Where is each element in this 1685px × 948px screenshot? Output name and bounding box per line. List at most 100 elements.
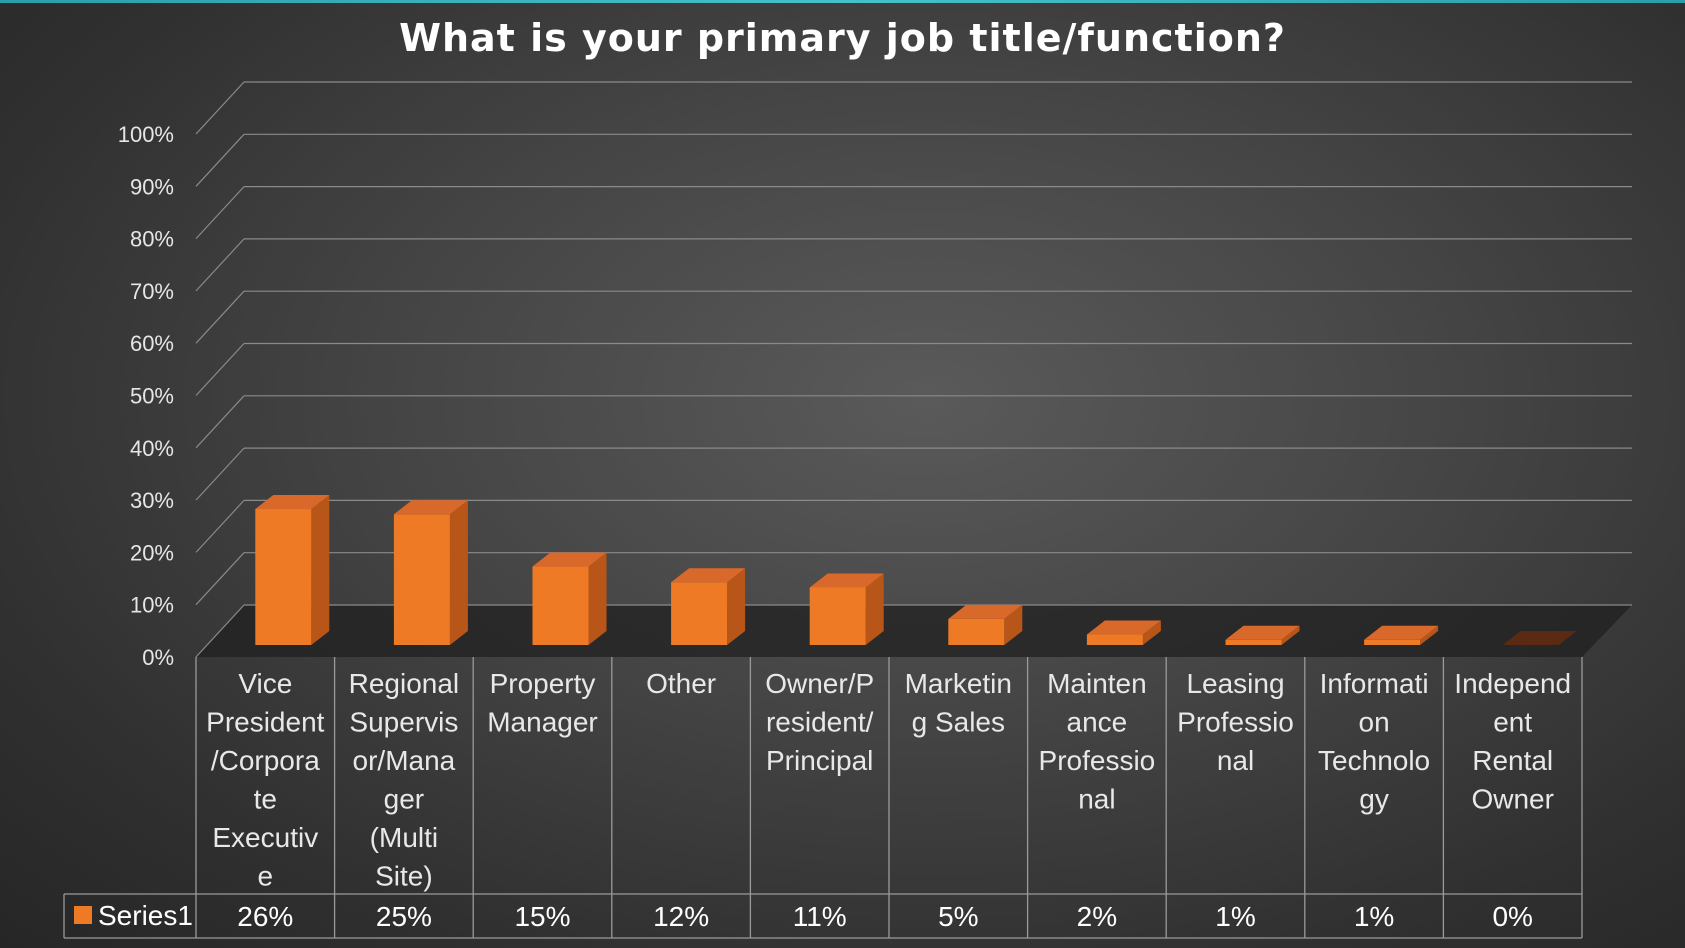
data-value-label: 0%	[1492, 901, 1532, 932]
bar-side	[1004, 604, 1023, 645]
y-tick-label: 90%	[130, 174, 174, 199]
gridline-side	[195, 604, 245, 658]
gridline-side	[195, 238, 245, 292]
y-tick-label: 70%	[130, 279, 174, 304]
data-value-label: 1%	[1354, 901, 1394, 932]
bar-top	[255, 495, 330, 510]
category-label: Other	[646, 668, 716, 699]
bar	[671, 582, 728, 645]
bar	[1364, 639, 1421, 645]
category-label: e	[258, 861, 274, 892]
bar-side	[449, 500, 468, 645]
bar-side	[1142, 620, 1161, 645]
bar-top	[1225, 625, 1300, 640]
y-tick-label: 20%	[130, 540, 174, 565]
bar-side	[588, 552, 607, 645]
category-label: Owner	[1471, 784, 1553, 815]
data-value-label: 26%	[237, 901, 293, 932]
data-value-label: 5%	[938, 901, 978, 932]
bar-top	[948, 604, 1023, 619]
category-label: Mainten	[1047, 668, 1147, 699]
bar-side	[311, 495, 330, 645]
top-accent-strip	[0, 0, 1685, 3]
bar	[1225, 639, 1282, 645]
bar-top	[1364, 625, 1439, 640]
gridline-side	[195, 343, 245, 396]
category-label: ger	[384, 784, 424, 815]
category-label: (Multi	[370, 822, 438, 853]
bar-side	[1420, 625, 1439, 645]
y-tick-label: 80%	[130, 227, 174, 252]
category-label: Supervis	[349, 707, 458, 738]
bar	[1086, 634, 1143, 645]
category-label: te	[254, 784, 277, 815]
bar	[255, 509, 312, 645]
category-label: on	[1359, 707, 1390, 738]
gridline-side	[195, 186, 245, 240]
category-label: ance	[1067, 707, 1128, 738]
category-label: g Sales	[912, 707, 1005, 738]
y-tick-label: 100%	[118, 122, 174, 147]
data-value-label: 11%	[793, 901, 847, 932]
category-label: Vice	[238, 668, 292, 699]
y-tick-label: 10%	[130, 593, 174, 618]
category-label: nal	[1217, 745, 1254, 776]
data-value-label: 2%	[1077, 901, 1117, 932]
gridline-side	[195, 290, 245, 344]
category-label: Marketin	[905, 668, 1012, 699]
y-tick-label: 30%	[130, 488, 174, 513]
bar	[532, 566, 589, 645]
data-value-label: 1%	[1215, 901, 1255, 932]
bar-top	[532, 552, 607, 567]
category-label: President	[206, 707, 325, 738]
bar-side	[727, 568, 746, 645]
category-label: resident/	[766, 707, 874, 738]
category-label: Regional	[349, 668, 460, 699]
category-label: Independ	[1454, 668, 1571, 699]
category-label: Site)	[375, 861, 433, 892]
gridline-side	[195, 81, 245, 135]
y-tick-label: 50%	[130, 384, 174, 409]
data-value-label: 15%	[514, 901, 570, 932]
bar	[809, 587, 866, 645]
bar-top	[1086, 620, 1161, 635]
category-label: Property	[490, 668, 596, 699]
bar-top	[671, 568, 746, 583]
series-name: Series1	[98, 900, 193, 931]
category-label: ent	[1493, 707, 1532, 738]
chart-title: What is your primary job title/function?	[399, 16, 1286, 60]
category-label: gy	[1359, 784, 1389, 815]
category-label: Technolo	[1318, 745, 1430, 776]
gridline-side	[195, 499, 245, 553]
bar-top	[809, 573, 884, 588]
gridline-side	[195, 552, 245, 606]
category-label: or/Mana	[353, 745, 456, 776]
category-label: Informati	[1320, 668, 1429, 699]
bar-side	[865, 573, 884, 645]
category-label: Manager	[487, 707, 598, 738]
category-label: Leasing	[1186, 668, 1284, 699]
category-label: /Corpora	[211, 745, 320, 776]
data-value-label: 25%	[376, 901, 432, 932]
bar	[393, 514, 450, 645]
category-label: Owner/P	[765, 668, 874, 699]
bar-top	[1502, 631, 1577, 645]
category-label: Professio	[1177, 707, 1294, 738]
legend-swatch	[74, 906, 92, 924]
category-label: nal	[1078, 784, 1115, 815]
category-label: Principal	[766, 745, 873, 776]
category-label: Executiv	[212, 822, 318, 853]
y-tick-label: 40%	[130, 436, 174, 461]
bar-side	[1281, 625, 1300, 645]
gridline-side	[195, 395, 245, 449]
gridline-side	[195, 133, 245, 187]
gridline-side	[195, 447, 245, 501]
y-tick-label: 60%	[130, 331, 174, 356]
category-label: Professio	[1039, 745, 1156, 776]
bar	[948, 618, 1005, 645]
data-value-label: 12%	[653, 901, 709, 932]
category-label: Rental	[1472, 745, 1553, 776]
bar-top	[393, 500, 468, 515]
y-tick-label: 0%	[142, 645, 174, 670]
